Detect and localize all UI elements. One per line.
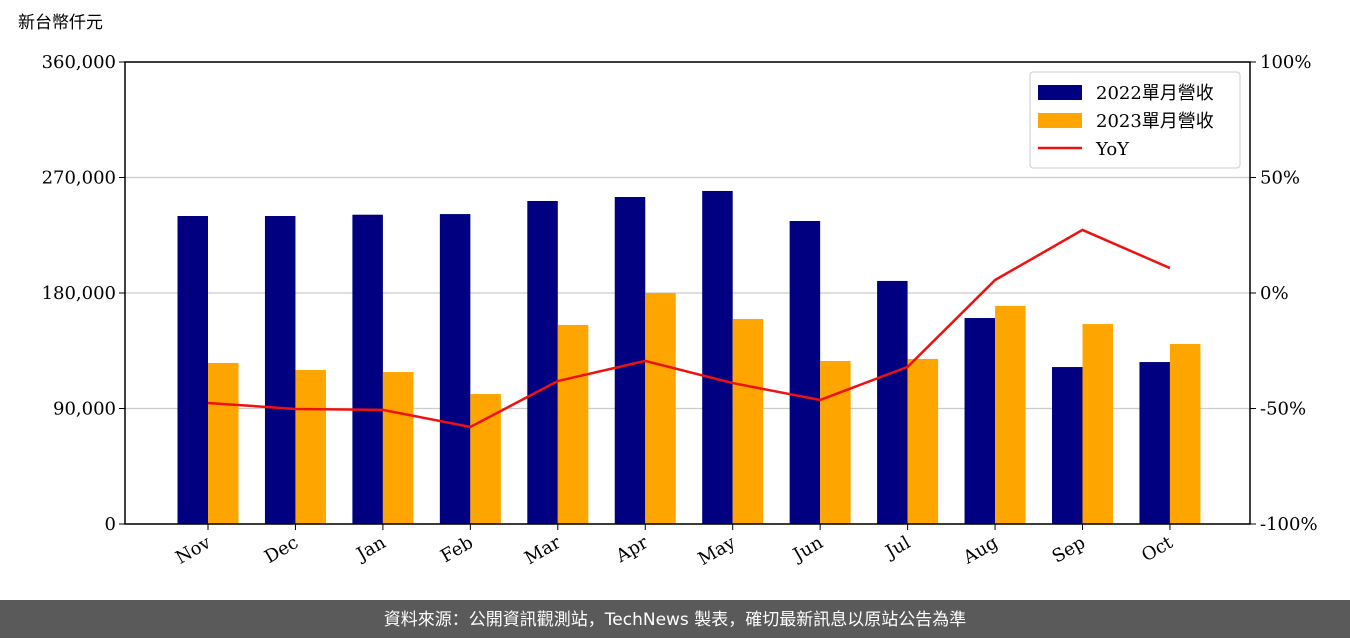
bar	[264, 216, 296, 524]
x-tick-label: Jun	[788, 532, 827, 567]
x-tick-label: Feb	[437, 532, 477, 567]
y2-tick-label: 100%	[1260, 52, 1311, 73]
legend-swatch	[1038, 85, 1082, 100]
bar	[907, 358, 939, 524]
y-tick-label: 180,000	[42, 283, 116, 304]
bar	[557, 324, 589, 524]
y2-tick-label: -50%	[1260, 399, 1306, 420]
x-tick-label: Sep	[1049, 532, 1089, 567]
bar	[527, 200, 558, 525]
bar	[702, 190, 733, 524]
x-tick-label: Aug	[959, 532, 1002, 569]
line	[207, 228, 1171, 429]
legend-label: 2022單月營收	[1096, 83, 1214, 104]
bar	[614, 197, 646, 525]
legend-label: YoY	[1095, 139, 1130, 160]
bar	[1082, 324, 1113, 524]
footer-bar	[0, 600, 1350, 638]
bar	[439, 214, 471, 524]
y-tick-label: 0	[105, 514, 116, 535]
bar	[1052, 367, 1083, 524]
x-tick-label: Jan	[352, 532, 390, 566]
legend-box	[1029, 71, 1241, 169]
x-tick-label: Jul	[881, 532, 915, 564]
y-tick-label: 360,000	[42, 52, 116, 73]
x-tick-label: Apr	[612, 532, 652, 567]
x-tick-label: Oct	[1138, 532, 1177, 567]
y2-tick-label: 0%	[1260, 283, 1289, 304]
bar	[789, 221, 821, 524]
y-tick-label: 270,000	[42, 168, 116, 189]
y-axis-label: 新台幣仟元	[18, 13, 103, 33]
legend-swatch	[1038, 113, 1082, 128]
footer: 資料來源：公開資訊觀測站，TechNews 製表，確切最新訊息以原站公告為準	[384, 610, 966, 630]
bar	[208, 362, 239, 524]
x-tick-label: Mar	[521, 532, 565, 569]
bar	[995, 305, 1026, 524]
bar	[295, 370, 326, 524]
y2-tick-label: -100%	[1260, 514, 1318, 535]
x-tick-label: Dec	[261, 532, 302, 568]
x-tick-label: May	[695, 532, 740, 570]
bar	[1169, 343, 1201, 524]
y2-tick-label: 50%	[1260, 168, 1300, 189]
bar	[645, 293, 676, 524]
bar	[732, 319, 764, 524]
bar	[1139, 362, 1170, 524]
bar	[352, 214, 383, 524]
plot-frame	[124, 61, 1251, 525]
x-tick-label: Nov	[172, 532, 215, 569]
bar	[177, 216, 208, 524]
y-tick-label: 90,000	[53, 399, 116, 420]
bar	[470, 393, 501, 524]
bar	[820, 361, 851, 524]
bar	[877, 280, 908, 524]
legend-label: 2023單月營收	[1096, 111, 1214, 132]
bar	[964, 318, 996, 524]
bar	[382, 372, 414, 524]
